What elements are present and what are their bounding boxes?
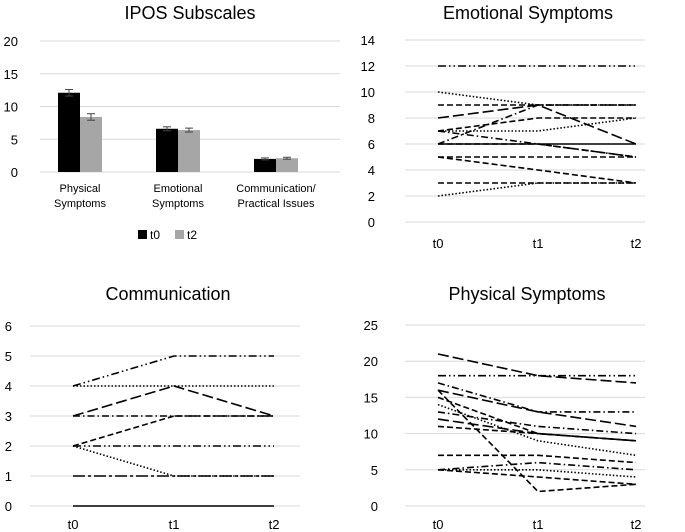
y-tick-label: 25 [364, 318, 378, 333]
category-label: Emotional Symptoms [152, 183, 204, 210]
y-tick-label: 2 [368, 189, 375, 204]
category-label-line: Physical [60, 183, 101, 195]
y-tick-label: 4 [5, 379, 12, 394]
emotional-symptoms-chart: Emotional Symptoms 0 2 4 6 8 10 12 14 t0 t1 t2 [361, 3, 645, 251]
y-tick-label: 0 [371, 499, 378, 514]
category-label-line: Communication/ [236, 183, 316, 195]
x-tick-label: t2 [631, 236, 642, 251]
legend-swatch-t2 [175, 230, 184, 239]
bar-t0 [58, 92, 80, 172]
series-line-13 [438, 468, 637, 478]
y-tick-label: 5 [371, 463, 378, 478]
y-tick-label: 15 [4, 67, 18, 82]
bar-t2 [178, 130, 200, 172]
bar-t2 [80, 116, 102, 172]
y-tick-label: 2 [5, 439, 12, 454]
series-line-1 [437, 353, 637, 384]
chart-title: Communication [105, 284, 230, 304]
y-tick-label: 0 [368, 215, 375, 230]
physical-symptoms-chart: Physical Symptoms 0 5 10 15 20 25 t0 t1 t2 [364, 284, 645, 532]
series-line-4 [437, 104, 637, 145]
series-line-2 [437, 91, 636, 106]
y-tick-label: 6 [5, 319, 12, 334]
series-line-3 [72, 385, 275, 417]
series-line-4 [437, 389, 637, 428]
y-tick-label: 10 [361, 85, 375, 100]
chart-title: Physical Symptoms [448, 284, 605, 304]
y-tick-label: 15 [364, 390, 378, 405]
y-tick-label: 1 [5, 469, 12, 484]
y-tick-label: 10 [4, 100, 18, 115]
series-line-8 [437, 104, 636, 145]
series-line-7 [437, 411, 637, 435]
y-tick-label: 20 [4, 34, 18, 49]
series-line-12 [437, 156, 637, 184]
y-tick-label: 12 [361, 59, 375, 74]
series-line-7 [72, 445, 274, 477]
x-tick-label: t0 [433, 517, 444, 532]
series-line-10 [438, 143, 637, 158]
x-tick-label: t2 [269, 517, 280, 532]
bar-t0 [156, 128, 178, 172]
legend-label-t0: t0 [150, 228, 160, 242]
y-tick-label: 6 [368, 137, 375, 152]
y-tick-label: 20 [364, 354, 378, 369]
chart-title: IPOS Subscales [124, 3, 255, 23]
communication-chart: Communication 0 1 2 3 4 5 6 t0 t1 t2 [5, 284, 300, 532]
category-label: Physical Symptoms [54, 183, 106, 210]
x-tick-label: t0 [433, 236, 444, 251]
series-line-5 [72, 415, 274, 447]
series-line-9 [437, 425, 637, 442]
y-tick-label: 5 [5, 349, 12, 364]
y-tick-label: 5 [11, 132, 18, 147]
y-tick-label: 14 [361, 33, 375, 48]
series-line-7 [437, 130, 637, 158]
y-tick-label: 10 [364, 427, 378, 442]
series-line-3 [437, 382, 636, 413]
x-tick-label: t1 [169, 517, 180, 532]
series-line-1 [72, 355, 274, 387]
x-tick-label: t1 [533, 236, 544, 251]
bar-t0 [254, 158, 276, 172]
chart-title: Emotional Symptoms [443, 3, 613, 23]
x-tick-label: t1 [533, 517, 544, 532]
category-label-line: Emotional [154, 183, 203, 195]
bar-t2 [276, 158, 298, 172]
category-label: Communication/Practical Issues [236, 183, 316, 210]
y-tick-label: 4 [368, 163, 375, 178]
legend-swatch-t0 [138, 230, 147, 239]
series-line-6 [437, 117, 636, 132]
series-line-10 [437, 389, 637, 493]
series-line-5 [438, 117, 637, 132]
legend-label-t2: t2 [187, 228, 197, 242]
series-line-11 [438, 454, 637, 464]
series-line-14 [437, 469, 637, 486]
category-label-line: Symptoms [152, 198, 204, 210]
y-tick-label: 0 [5, 499, 12, 514]
y-tick-label: 3 [5, 409, 12, 424]
category-label-line: Symptoms [54, 198, 106, 210]
series-line-14 [437, 182, 636, 197]
x-tick-label: t2 [631, 517, 642, 532]
y-tick-label: 8 [368, 111, 375, 126]
y-tick-label: 0 [11, 165, 18, 180]
series-line-12 [437, 461, 637, 471]
category-label-line: Practical Issues [237, 198, 315, 210]
x-tick-label: t0 [68, 517, 79, 532]
